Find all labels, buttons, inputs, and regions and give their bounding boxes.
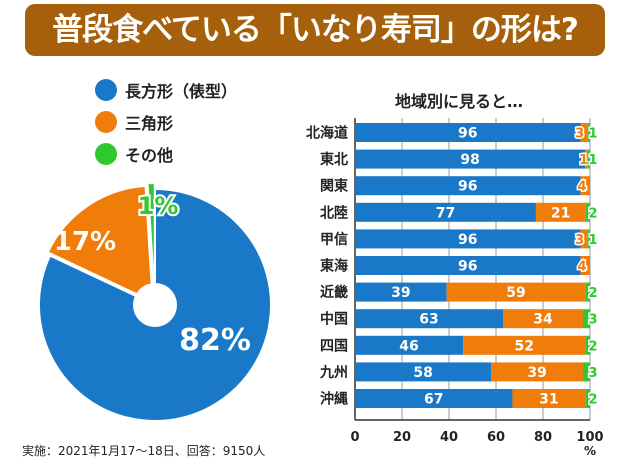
legend-item-triangle: 三角形 <box>95 110 173 134</box>
bar-data-label: 46 <box>399 338 418 354</box>
bar-data-label: 2 <box>588 206 597 221</box>
bar-data-label: 3 <box>588 366 597 381</box>
bar-data-label: 1 <box>588 153 597 168</box>
survey-note: 実施：2021年1月17～18日、回答：9150人 <box>22 444 266 458</box>
category-label: 甲信 <box>320 231 348 248</box>
bar-segment <box>580 176 590 196</box>
bar-segment <box>491 362 583 382</box>
category-label: 関東 <box>320 178 348 195</box>
x-tick-label: 60 <box>487 430 505 445</box>
bar-data-label: 96 <box>458 179 477 195</box>
page-title: 普段食べている「いなり寿司」の形は? <box>25 4 605 56</box>
bar-chart-title: 地域別に見ると… <box>395 92 524 111</box>
bar-segment <box>355 362 492 382</box>
bar-segment <box>355 256 581 275</box>
bar-segment <box>585 389 590 408</box>
bar-segment <box>582 362 590 382</box>
bar-segment <box>587 229 590 249</box>
bar-data-label: 1 <box>579 153 588 168</box>
bar-data-label: 4 <box>577 180 586 195</box>
legend-label: 長方形（俵型） <box>125 82 238 101</box>
bar-segment <box>535 202 586 222</box>
bar-data-label: 39 <box>391 285 410 301</box>
bar-segment <box>355 202 536 222</box>
category-label: 東海 <box>320 258 348 275</box>
x-tick-label: 40 <box>440 430 458 445</box>
bar-segment <box>582 309 590 329</box>
bar-segment <box>587 123 590 142</box>
bar-segment <box>355 282 447 302</box>
bar-data-label: 21 <box>551 205 570 221</box>
bar-data-label: 3 <box>575 127 584 142</box>
bar-data-label: 31 <box>539 392 558 408</box>
category-label: 北海道 <box>306 125 348 142</box>
bar-data-label: 3 <box>588 313 597 328</box>
bar-segment <box>355 335 464 355</box>
bar-segment <box>587 149 590 169</box>
x-tick-label: 100 <box>576 430 603 445</box>
bar-data-label: 2 <box>588 339 597 354</box>
pie-label: 82% <box>179 323 251 358</box>
bar-data-label: 67 <box>424 392 443 408</box>
category-label: 九州 <box>319 365 348 381</box>
bar-segment <box>585 202 590 222</box>
bar-data-label: 96 <box>458 126 477 142</box>
bar-segment <box>463 335 586 355</box>
bar-segment <box>580 256 590 275</box>
bar-segment <box>355 309 504 329</box>
pie-label: 17% <box>54 227 116 257</box>
bar-segment <box>585 282 590 302</box>
category-label: 中国 <box>320 311 348 328</box>
x-tick-label: 20 <box>393 430 411 445</box>
pie-slice <box>146 182 156 300</box>
category-label: 沖縄 <box>320 391 348 408</box>
bar-data-label: 2 <box>588 393 597 408</box>
bar-data-label: 98 <box>460 152 479 168</box>
bar-data-label: 58 <box>413 365 432 381</box>
bar-data-label: 4 <box>577 260 586 275</box>
pie-label: 1% <box>138 192 179 220</box>
x-unit: % <box>584 444 596 458</box>
bar-segment <box>355 176 581 196</box>
category-label: 四国 <box>320 338 348 354</box>
category-label: 東北 <box>320 151 348 168</box>
bar-segment <box>355 229 581 249</box>
legend-swatch <box>95 111 117 133</box>
category-label: 北陸 <box>320 204 348 221</box>
bar-segment <box>503 309 583 329</box>
bar-data-label: 59 <box>506 285 525 301</box>
legend-swatch <box>95 143 117 165</box>
bar-data-label: 1 <box>588 127 597 142</box>
bar-segment <box>580 229 588 249</box>
bar-segment <box>512 389 586 408</box>
bar-data-label: 63 <box>419 312 438 328</box>
x-tick-label: 0 <box>350 430 359 445</box>
bar-data-label: 34 <box>533 312 553 328</box>
legend-swatch <box>95 79 117 101</box>
bar-segment <box>355 149 586 169</box>
bar-segment <box>355 389 513 408</box>
bar-segment <box>585 149 588 169</box>
x-tick-label: 80 <box>534 430 552 445</box>
bar-data-label: 3 <box>575 233 584 248</box>
bar-segment <box>580 123 588 142</box>
category-label: 近畿 <box>320 284 348 301</box>
bar-data-label: 1 <box>588 233 597 248</box>
bar-segment <box>446 282 586 302</box>
bar-data-label: 77 <box>436 205 455 221</box>
legend-item-other: その他 <box>95 142 173 166</box>
bar-segment <box>355 123 581 142</box>
bar-segment <box>585 335 590 355</box>
legend-label: その他 <box>125 146 174 165</box>
bar-data-label: 52 <box>514 338 533 354</box>
pie-slice <box>46 184 154 304</box>
pie-hole <box>133 283 177 327</box>
bar-data-label: 2 <box>588 286 597 301</box>
legend-item-rectangle: 長方形（俵型） <box>95 78 237 102</box>
legend-label: 三角形 <box>125 114 174 133</box>
bar-data-label: 96 <box>458 232 477 248</box>
bar-data-label: 96 <box>458 259 477 275</box>
bar-data-label: 39 <box>527 365 546 381</box>
